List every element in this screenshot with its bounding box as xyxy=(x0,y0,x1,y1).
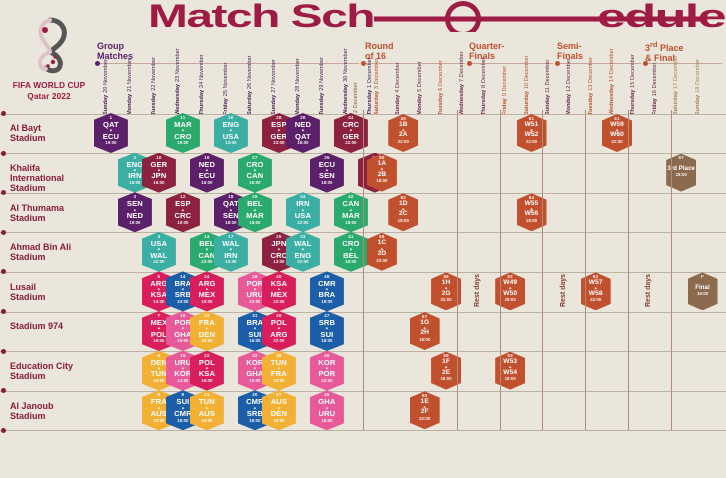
svg-text:edule: edule xyxy=(597,0,725,32)
svg-text:Match Sch: Match Sch xyxy=(148,0,374,32)
